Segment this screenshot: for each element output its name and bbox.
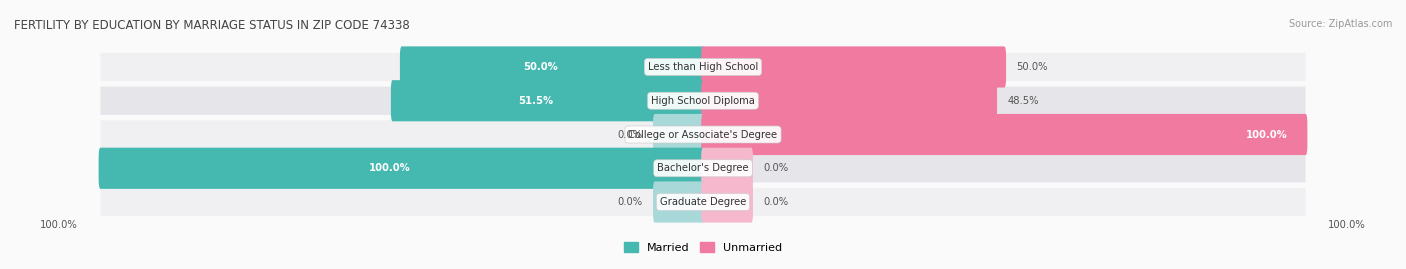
- Text: 100.0%: 100.0%: [1329, 220, 1365, 230]
- Text: 0.0%: 0.0%: [617, 197, 643, 207]
- Text: College or Associate's Degree: College or Associate's Degree: [628, 129, 778, 140]
- Text: 0.0%: 0.0%: [617, 129, 643, 140]
- FancyBboxPatch shape: [652, 114, 704, 155]
- FancyBboxPatch shape: [100, 53, 1306, 81]
- Text: 0.0%: 0.0%: [763, 197, 789, 207]
- Text: Bachelor's Degree: Bachelor's Degree: [657, 163, 749, 173]
- Text: Less than High School: Less than High School: [648, 62, 758, 72]
- Legend: Married, Unmarried: Married, Unmarried: [624, 242, 782, 253]
- Text: 100.0%: 100.0%: [1246, 129, 1288, 140]
- Text: 50.0%: 50.0%: [523, 62, 558, 72]
- Text: Source: ZipAtlas.com: Source: ZipAtlas.com: [1288, 19, 1392, 29]
- Text: 51.5%: 51.5%: [519, 96, 554, 106]
- Text: FERTILITY BY EDUCATION BY MARRIAGE STATUS IN ZIP CODE 74338: FERTILITY BY EDUCATION BY MARRIAGE STATU…: [14, 19, 409, 32]
- FancyBboxPatch shape: [702, 46, 1007, 88]
- FancyBboxPatch shape: [100, 188, 1306, 216]
- Text: 0.0%: 0.0%: [763, 163, 789, 173]
- Text: 100.0%: 100.0%: [41, 220, 77, 230]
- Text: 48.5%: 48.5%: [1007, 96, 1039, 106]
- FancyBboxPatch shape: [399, 46, 704, 88]
- FancyBboxPatch shape: [702, 80, 997, 121]
- FancyBboxPatch shape: [702, 114, 1308, 155]
- FancyBboxPatch shape: [652, 181, 704, 223]
- FancyBboxPatch shape: [100, 120, 1306, 149]
- FancyBboxPatch shape: [391, 80, 704, 121]
- FancyBboxPatch shape: [100, 87, 1306, 115]
- Text: Graduate Degree: Graduate Degree: [659, 197, 747, 207]
- Text: 50.0%: 50.0%: [1017, 62, 1047, 72]
- Text: 100.0%: 100.0%: [368, 163, 411, 173]
- FancyBboxPatch shape: [100, 154, 1306, 182]
- FancyBboxPatch shape: [702, 181, 754, 223]
- Text: High School Diploma: High School Diploma: [651, 96, 755, 106]
- FancyBboxPatch shape: [702, 148, 754, 189]
- FancyBboxPatch shape: [98, 148, 704, 189]
